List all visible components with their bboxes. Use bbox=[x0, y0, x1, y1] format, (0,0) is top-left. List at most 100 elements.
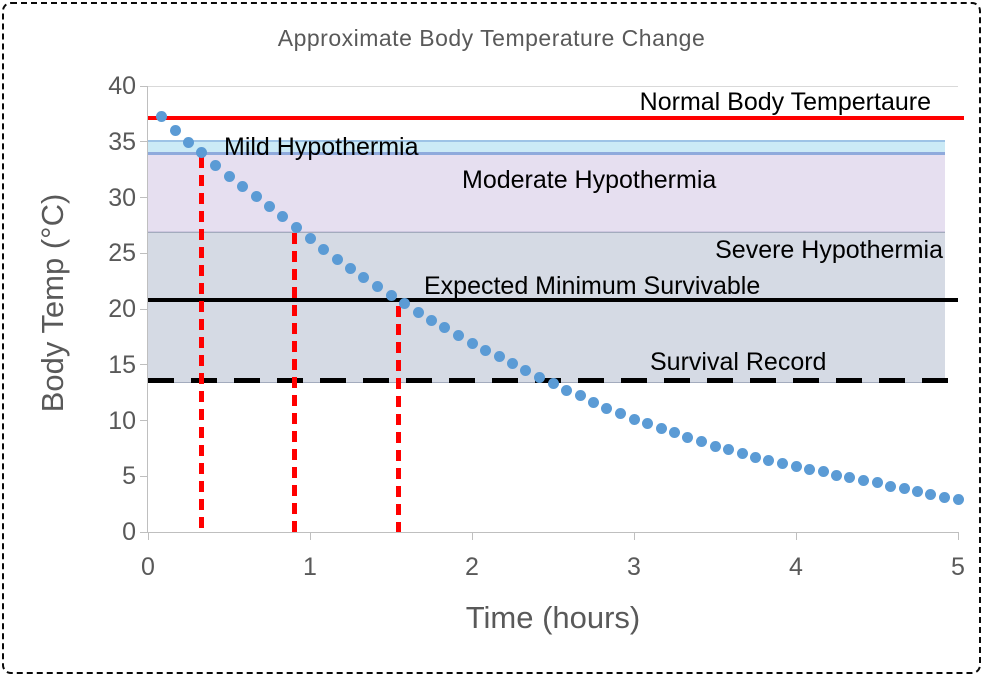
data-point bbox=[277, 210, 289, 222]
data-point bbox=[858, 475, 870, 487]
y-tick-label: 35 bbox=[108, 127, 136, 156]
data-point bbox=[722, 443, 734, 455]
data-point bbox=[547, 378, 559, 390]
data-point bbox=[236, 180, 248, 192]
drop-line-3 bbox=[395, 305, 401, 532]
label-expected-minimum-survivable: Expected Minimum Survivable bbox=[424, 272, 761, 300]
y-tick-mark bbox=[140, 141, 148, 143]
zone-mild-hypothermia bbox=[148, 140, 946, 156]
drop-line-1 bbox=[198, 157, 204, 532]
ref-line-expected-minimum-survivable bbox=[148, 298, 958, 303]
data-point bbox=[952, 494, 964, 506]
x-tick-label: 5 bbox=[951, 553, 965, 581]
data-point bbox=[426, 314, 437, 326]
data-point bbox=[466, 338, 478, 350]
data-point bbox=[777, 458, 789, 470]
label-normal-body-temperature: Normal Body Tempertaure bbox=[639, 88, 931, 116]
ref-line-normal-body-tempertaure bbox=[148, 116, 964, 121]
data-point bbox=[939, 491, 951, 503]
data-point bbox=[345, 263, 356, 275]
x-tick-mark bbox=[147, 532, 149, 540]
x-tick-label: 1 bbox=[303, 553, 317, 581]
data-point bbox=[641, 418, 653, 430]
data-point bbox=[493, 351, 505, 363]
x-tick-label: 3 bbox=[627, 553, 641, 581]
data-point bbox=[817, 466, 829, 478]
data-point bbox=[615, 408, 627, 420]
data-point bbox=[331, 254, 343, 266]
data-point bbox=[412, 306, 424, 318]
data-point bbox=[669, 427, 680, 439]
data-point bbox=[682, 431, 694, 443]
y-tick-label: 0 bbox=[122, 518, 136, 546]
x-tick-mark bbox=[633, 532, 635, 540]
data-point bbox=[439, 322, 451, 334]
y-tick-mark bbox=[140, 531, 148, 533]
data-point bbox=[884, 480, 896, 492]
data-point bbox=[560, 384, 572, 396]
data-point bbox=[709, 440, 721, 452]
label-survival-record: Survival Record bbox=[650, 348, 827, 376]
data-point bbox=[803, 464, 815, 476]
plot-area-top-border bbox=[148, 86, 958, 87]
y-axis-line bbox=[147, 86, 148, 533]
drop-line-2 bbox=[292, 233, 298, 532]
data-point bbox=[696, 436, 708, 448]
data-point bbox=[169, 125, 181, 137]
y-tick-label: 20 bbox=[108, 295, 136, 323]
data-point bbox=[601, 402, 613, 414]
data-point bbox=[196, 147, 208, 159]
data-point bbox=[574, 390, 586, 402]
y-tick-mark bbox=[140, 308, 148, 310]
data-point bbox=[520, 364, 532, 376]
label-mild-hypothermia: Mild Hypothermia bbox=[224, 133, 419, 161]
label-moderate-hypothermia: Moderate Hypothermia bbox=[462, 166, 717, 194]
data-point bbox=[358, 272, 370, 284]
x-tick-mark bbox=[471, 532, 473, 540]
data-point bbox=[871, 477, 883, 489]
label-severe-hypothermia: Severe Hypothermia bbox=[715, 236, 943, 264]
data-point bbox=[655, 422, 667, 434]
data-point bbox=[588, 397, 599, 409]
data-point bbox=[223, 170, 235, 182]
data-point bbox=[155, 110, 167, 122]
data-point bbox=[264, 200, 275, 212]
y-tick-label: 15 bbox=[108, 350, 136, 379]
x-axis-line bbox=[148, 532, 959, 533]
y-tick-label: 10 bbox=[108, 406, 136, 435]
y-tick-label: 5 bbox=[122, 462, 136, 491]
y-tick-label: 40 bbox=[108, 72, 136, 100]
data-point bbox=[831, 469, 842, 481]
y-tick-mark bbox=[140, 420, 148, 421]
x-tick-label: 0 bbox=[141, 553, 155, 581]
x-tick-mark bbox=[795, 532, 797, 540]
y-tick-mark bbox=[140, 364, 148, 366]
data-point bbox=[628, 413, 640, 425]
data-point bbox=[925, 488, 937, 500]
data-point bbox=[183, 137, 194, 149]
data-point bbox=[372, 281, 384, 293]
data-point bbox=[291, 222, 303, 234]
x-tick-mark bbox=[957, 532, 959, 540]
data-point bbox=[736, 448, 748, 460]
data-point bbox=[534, 371, 546, 383]
data-point bbox=[479, 344, 491, 356]
data-point bbox=[250, 190, 262, 202]
x-tick-mark bbox=[309, 532, 311, 540]
data-point bbox=[790, 460, 802, 472]
y-tick-mark bbox=[140, 197, 148, 198]
x-axis-title: Time (hours) bbox=[465, 600, 641, 635]
y-tick-label: 25 bbox=[108, 239, 136, 268]
y-tick-mark bbox=[140, 85, 148, 87]
y-tick-label: 30 bbox=[108, 183, 136, 212]
data-point bbox=[453, 330, 465, 342]
y-axis-title: Body Temp (°C) bbox=[35, 193, 70, 413]
data-point bbox=[898, 483, 910, 494]
data-point bbox=[912, 486, 923, 498]
data-point bbox=[398, 297, 410, 309]
zone-severe-hypothermia bbox=[148, 232, 946, 383]
data-point bbox=[304, 233, 316, 245]
data-point bbox=[844, 471, 856, 483]
data-point bbox=[317, 244, 329, 256]
data-point bbox=[507, 358, 518, 370]
